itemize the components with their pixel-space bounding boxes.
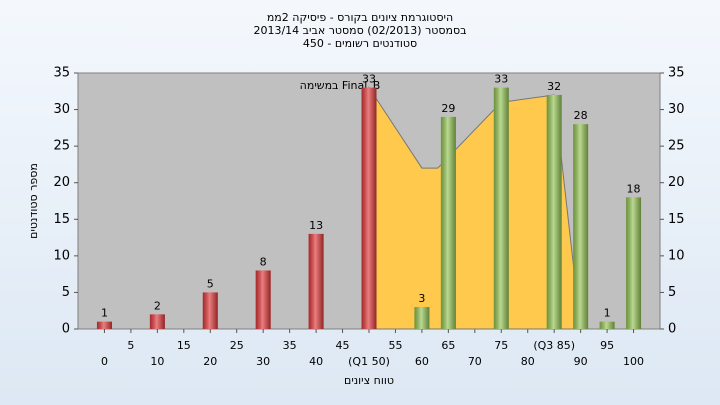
y2-tick-label: 35	[668, 66, 685, 81]
x-tick-label: 45	[336, 339, 350, 352]
x-tick-label: (Q3 85)	[533, 339, 575, 352]
x-tick-label: 0	[101, 355, 108, 368]
bar-shade	[546, 94, 562, 329]
bar-shade	[361, 87, 377, 329]
data-label: 32	[547, 80, 561, 93]
x-tick-label: 60	[415, 355, 429, 368]
data-label: 1	[101, 307, 108, 320]
data-label: 28	[574, 109, 588, 122]
bar-shade	[308, 233, 324, 329]
data-label: 33	[494, 73, 508, 86]
x-tick-label: 80	[521, 355, 535, 368]
x-tick-label: 75	[494, 339, 508, 352]
x-axis-label: טווח ציונים	[344, 374, 394, 387]
bar-shade	[96, 321, 112, 329]
x-tick-label: 35	[283, 339, 297, 352]
data-label: 13	[309, 219, 323, 232]
data-label: 5	[207, 277, 214, 290]
bar-shade	[573, 124, 589, 329]
y-tick-label: 35	[53, 66, 70, 81]
title-line: היסטוגרמת ציונים בקורס - פיסיקה 2ממ	[267, 11, 453, 24]
x-tick-label: 65	[441, 339, 455, 352]
x-tick-label: 40	[309, 355, 323, 368]
data-label: 3	[418, 292, 425, 305]
x-tick-label: (Q1 50)	[348, 355, 390, 368]
y2-tick-label: 10	[668, 248, 685, 263]
bar-shade	[599, 321, 615, 329]
x-tick-label: 5	[127, 339, 134, 352]
bar-shade	[202, 292, 218, 329]
x-tick-label: 25	[230, 339, 244, 352]
area	[368, 85, 582, 330]
y2-tick-label: 5	[668, 285, 676, 300]
data-label: 2	[154, 299, 161, 312]
y-tick-label: 20	[53, 175, 70, 190]
y-tick-label: 15	[53, 212, 70, 227]
x-tick-label: 95	[600, 339, 614, 352]
bar-shade	[149, 314, 165, 329]
bar-shade	[626, 197, 642, 329]
x-tick-label: 15	[177, 339, 191, 352]
x-tick-label: 30	[256, 355, 270, 368]
annotation: במשימה Final_B	[300, 79, 381, 92]
title-line: סטודנטים רשומים - 450	[303, 37, 417, 50]
x-tick-label: 90	[574, 355, 588, 368]
x-tick-label: 20	[203, 355, 217, 368]
y-axis-label: מספר סטודנטים	[27, 163, 40, 239]
bar-shade	[255, 270, 271, 329]
y2-tick-label: 20	[668, 175, 685, 190]
x-tick-label: 100	[623, 355, 644, 368]
x-tick-label: 70	[468, 355, 482, 368]
x-tick-label: 55	[388, 339, 402, 352]
data-label: 8	[260, 255, 267, 268]
data-label: 1	[604, 307, 611, 320]
bar-shade	[440, 116, 456, 329]
y2-tick-label: 30	[668, 102, 685, 117]
y2-tick-label: 0	[668, 322, 676, 337]
bar-shade	[414, 307, 430, 329]
data-label: 29	[441, 102, 455, 115]
y-tick-label: 0	[62, 322, 70, 337]
y-tick-label: 30	[53, 102, 70, 117]
data-label: 18	[627, 182, 641, 195]
data-label: 33	[362, 73, 376, 86]
y2-tick-label: 15	[668, 212, 685, 227]
y-tick-label: 25	[53, 139, 70, 154]
y-tick-label: 10	[53, 248, 70, 263]
title-line: בסמסטר (02/2013) סמסטר אביב 2013/14	[253, 24, 466, 37]
bar-shade	[493, 87, 509, 329]
y-tick-label: 5	[62, 285, 70, 300]
y2-tick-label: 25	[668, 139, 685, 154]
x-tick-label: 10	[150, 355, 164, 368]
